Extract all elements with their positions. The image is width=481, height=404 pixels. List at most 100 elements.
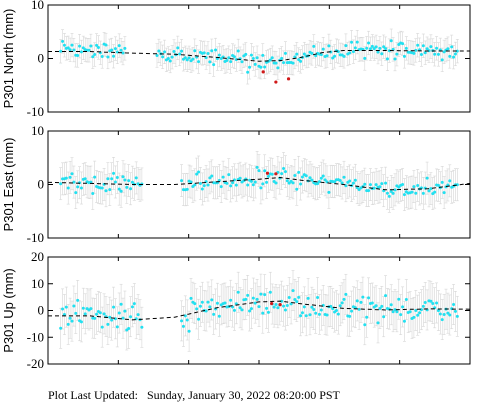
data-point bbox=[416, 183, 420, 187]
data-point bbox=[340, 301, 344, 305]
data-point bbox=[251, 183, 255, 187]
data-point bbox=[435, 301, 439, 305]
data-point bbox=[70, 172, 74, 176]
y-axis-label: P301 Up (mm) bbox=[1, 268, 16, 353]
data-point bbox=[336, 50, 340, 54]
data-point bbox=[79, 320, 83, 324]
data-point bbox=[448, 179, 452, 183]
data-point bbox=[127, 179, 131, 183]
data-point bbox=[314, 54, 318, 58]
data-point bbox=[121, 51, 125, 55]
data-point bbox=[299, 182, 303, 186]
data-point bbox=[198, 304, 202, 308]
data-point bbox=[376, 50, 380, 54]
data-point bbox=[229, 298, 233, 302]
data-point bbox=[59, 49, 63, 53]
data-point bbox=[183, 314, 187, 318]
data-point bbox=[249, 307, 253, 311]
data-point bbox=[312, 44, 316, 48]
chart-panel-1: -10 0 10 P301 North (mm) bbox=[1, 0, 471, 119]
data-point bbox=[389, 190, 393, 194]
data-point bbox=[282, 304, 286, 308]
data-point bbox=[255, 297, 259, 301]
data-point bbox=[359, 300, 363, 304]
data-point bbox=[210, 298, 214, 302]
data-point bbox=[112, 305, 116, 309]
data-point bbox=[104, 189, 108, 193]
data-point bbox=[321, 47, 325, 51]
data-point bbox=[372, 186, 376, 190]
data-point bbox=[334, 309, 338, 313]
data-point bbox=[212, 63, 216, 67]
data-point bbox=[115, 175, 119, 179]
data-point bbox=[310, 178, 314, 182]
data-point bbox=[327, 190, 331, 194]
data-point bbox=[93, 175, 97, 179]
data-point bbox=[367, 296, 371, 300]
data-point bbox=[319, 176, 323, 180]
data-point bbox=[265, 180, 269, 184]
data-point bbox=[382, 45, 386, 49]
data-point bbox=[363, 56, 367, 60]
data-point bbox=[263, 169, 267, 173]
data-point bbox=[357, 307, 361, 311]
data-point bbox=[293, 173, 297, 177]
data-point bbox=[344, 292, 348, 296]
data-point bbox=[112, 171, 116, 175]
data-point bbox=[66, 186, 70, 190]
data-point bbox=[285, 179, 289, 183]
data-point bbox=[285, 303, 289, 307]
data-point bbox=[310, 305, 314, 309]
data-point bbox=[378, 46, 382, 50]
data-point bbox=[274, 181, 278, 185]
data-point bbox=[130, 180, 134, 184]
data-point bbox=[323, 178, 327, 182]
data-point bbox=[283, 51, 287, 55]
data-point bbox=[232, 308, 236, 312]
data-point bbox=[208, 176, 212, 180]
data-point bbox=[274, 61, 278, 65]
data-point bbox=[261, 53, 265, 57]
data-point bbox=[416, 313, 420, 317]
data-point bbox=[89, 44, 93, 48]
data-point bbox=[95, 43, 99, 47]
data-point bbox=[391, 191, 395, 195]
data-point bbox=[436, 183, 440, 187]
data-point bbox=[129, 187, 133, 191]
y-tick-label: -20 bbox=[27, 356, 44, 371]
data-point bbox=[304, 174, 308, 178]
data-point bbox=[76, 298, 80, 302]
data-point bbox=[68, 48, 72, 52]
data-point bbox=[64, 305, 68, 309]
data-point bbox=[253, 180, 257, 184]
data-point bbox=[163, 50, 167, 54]
data-point bbox=[123, 309, 127, 313]
data-point bbox=[387, 194, 391, 198]
data-point bbox=[110, 177, 114, 181]
data-point bbox=[412, 185, 416, 189]
data-point bbox=[429, 45, 433, 49]
data-point bbox=[257, 169, 261, 173]
data-point bbox=[340, 181, 344, 185]
data-point bbox=[74, 311, 78, 315]
data-point bbox=[257, 305, 261, 309]
data-point bbox=[89, 307, 93, 311]
data-point bbox=[104, 43, 108, 47]
data-point bbox=[418, 311, 422, 315]
data-point bbox=[200, 187, 204, 191]
data-point bbox=[189, 180, 193, 184]
data-point bbox=[108, 188, 112, 192]
data-point bbox=[440, 180, 444, 184]
data-point bbox=[282, 61, 286, 65]
data-point bbox=[325, 54, 329, 58]
data-point bbox=[421, 191, 425, 195]
data-point bbox=[293, 55, 297, 59]
y-tick-label: 10 bbox=[31, 276, 44, 291]
data-point bbox=[384, 294, 388, 298]
data-point bbox=[295, 300, 299, 304]
data-point bbox=[299, 314, 303, 318]
data-point bbox=[106, 322, 110, 326]
data-point bbox=[64, 176, 68, 180]
data-point bbox=[200, 300, 204, 304]
data-point bbox=[401, 42, 405, 46]
